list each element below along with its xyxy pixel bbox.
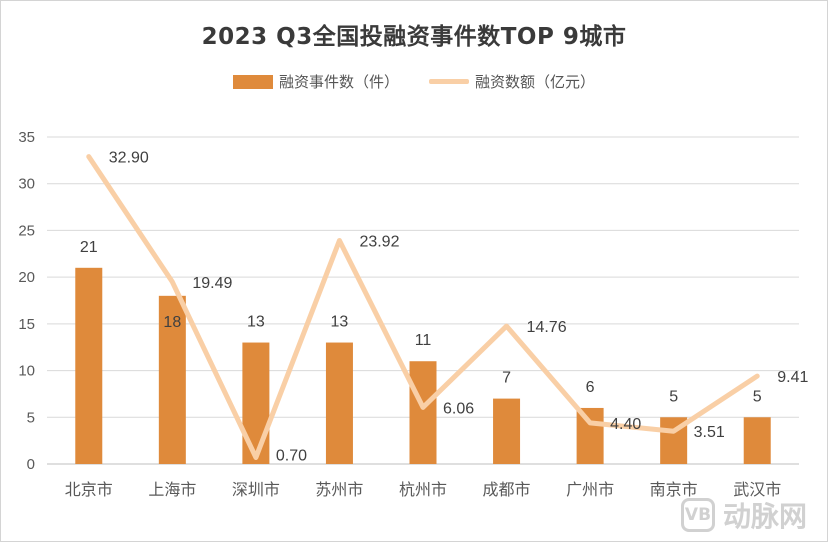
bar-data-label: 5 — [753, 388, 762, 405]
x-category-label: 上海市 — [148, 480, 196, 499]
line-data-label: 4.40 — [610, 416, 641, 433]
line-data-label: 0.70 — [276, 447, 307, 464]
bar-data-label: 13 — [247, 314, 265, 331]
watermark: VB 动脉网 — [680, 495, 807, 535]
line-data-label: 6.06 — [443, 400, 474, 417]
x-category-label: 杭州市 — [399, 480, 447, 499]
legend-item-bar: 融资事件数（件） — [232, 71, 399, 92]
watermark-text: 动脉网 — [722, 500, 807, 533]
y-tick-label: 20 — [18, 269, 35, 286]
line-data-label: 3.51 — [694, 424, 725, 441]
bar — [576, 407, 604, 464]
line-series — [86, 154, 760, 460]
bar-data-label: 13 — [331, 314, 349, 331]
bar — [75, 267, 103, 464]
legend-label-line: 融资数额（亿元） — [475, 73, 596, 91]
line-data-label: 14.76 — [527, 319, 567, 336]
y-tick-label: 5 — [27, 409, 35, 426]
line-data-label: 9.41 — [777, 369, 808, 386]
y-tick-label: 35 — [18, 129, 35, 146]
x-category-label: 深圳市 — [232, 480, 280, 499]
bar-data-label: 6 — [586, 379, 595, 396]
y-tick-label: 15 — [18, 316, 35, 333]
chart-title: 2023 Q3全国投融资事件数TOP 9城市 — [201, 24, 627, 50]
line-data-label: 32.90 — [109, 150, 149, 167]
legend-label-bar: 融资事件数（件） — [278, 73, 399, 91]
legend: 融资事件数（件） 融资数额（亿元） — [1, 71, 827, 92]
bar-data-label: 5 — [669, 388, 678, 405]
bar — [158, 295, 186, 464]
x-category-label: 北京市 — [65, 480, 113, 499]
line-data-label: 19.49 — [192, 275, 232, 292]
watermark-logo: VB — [680, 498, 715, 532]
legend-item-line: 融资数额（亿元） — [429, 71, 595, 92]
y-tick-label: 25 — [18, 222, 35, 239]
y-tick-label: 0 — [27, 456, 35, 473]
x-category-label: 广州市 — [566, 480, 614, 499]
legend-swatch-line — [429, 79, 469, 84]
bar — [242, 342, 270, 464]
x-category-label: 武汉市 — [733, 480, 781, 499]
line-data-label: 23.92 — [359, 234, 399, 251]
bar — [493, 398, 521, 464]
y-tick-label: 10 — [18, 363, 35, 380]
x-category-label: 苏州市 — [315, 480, 363, 499]
bar — [409, 361, 437, 464]
bar-data-label: 18 — [163, 314, 181, 331]
x-category-label: 成都市 — [483, 480, 531, 499]
bar-data-label: 11 — [415, 332, 432, 349]
bar-data-label: 7 — [502, 370, 511, 387]
legend-swatch-bar — [232, 74, 273, 89]
x-category-label: 南京市 — [650, 480, 698, 499]
bar — [743, 417, 771, 464]
bar — [325, 342, 353, 464]
bar-data-label: 21 — [80, 239, 98, 256]
y-tick-label: 30 — [18, 176, 35, 193]
